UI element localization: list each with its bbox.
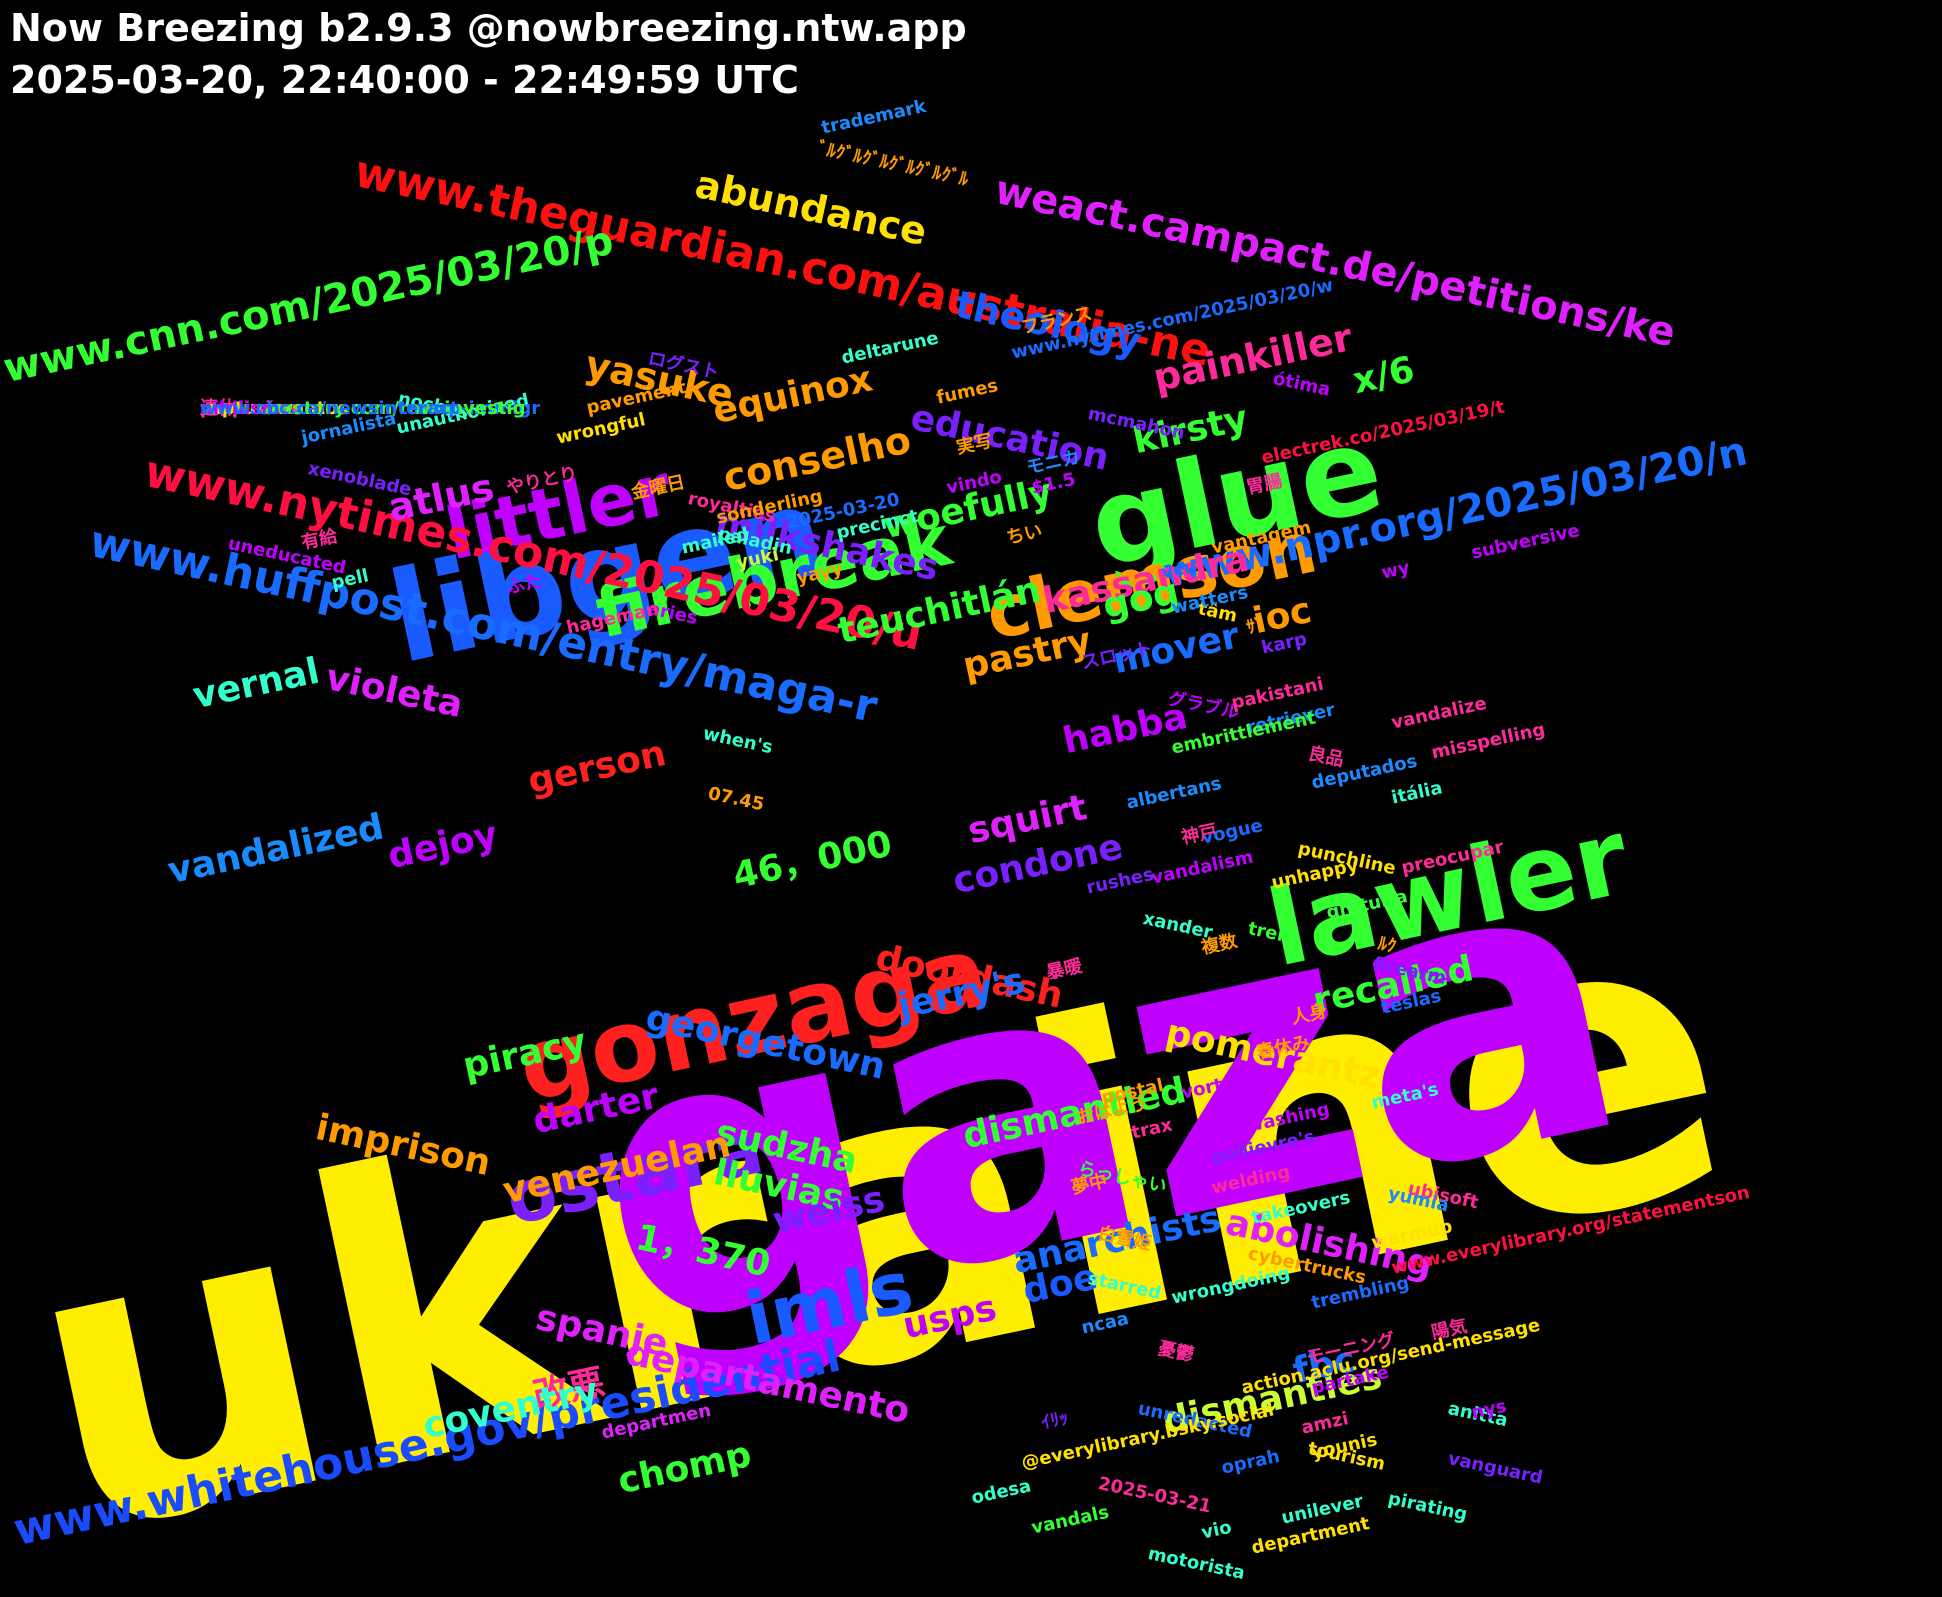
cloud-word: misspelling <box>1429 718 1548 764</box>
cloud-word: ｻﾞ <box>1244 614 1267 639</box>
cloud-word: ruptura <box>200 398 278 419</box>
cloud-word: embrittlement <box>1169 707 1318 759</box>
cloud-word: www.rawstory.com/trump-immigr <box>200 398 541 419</box>
cloud-word: ｲﾘｯ <box>1039 1407 1071 1434</box>
cloud-word: pirating <box>1386 1488 1470 1526</box>
cloud-word: when's <box>701 723 775 759</box>
cloud-word: amzi <box>1299 1408 1351 1439</box>
cloud-word: x/6 <box>1349 349 1418 403</box>
cloud-word: ótima <box>1271 368 1333 401</box>
cloud-word: gerson <box>524 733 670 803</box>
cloud-word: 07.45 <box>706 783 767 816</box>
cloud-word: equinox <box>709 358 877 433</box>
cloud-word: trademark <box>819 95 929 139</box>
cloud-word: deltarune <box>839 327 941 369</box>
cloud-word: vandals <box>1029 1501 1111 1539</box>
cloud-word: 連休 <box>200 398 236 419</box>
cloud-word: ちい <box>1004 520 1045 549</box>
cloud-word: oprah <box>1219 1445 1282 1479</box>
cloud-word: odesa <box>969 1475 1033 1509</box>
cloud-word: motorista <box>1146 1543 1247 1585</box>
cloud-word: pastry <box>959 620 1095 688</box>
cloud-word: medicamentos <box>200 398 349 419</box>
cloud-word: dejoy <box>384 814 502 878</box>
cloud-word: ﾞﾙｸﾞﾙｸﾞﾙｸﾞﾙｸﾞﾙｸﾞﾙ <box>816 138 971 191</box>
cloud-word: 2025-03-21 <box>1096 1473 1214 1518</box>
cloud-word: vanguard <box>1446 1448 1545 1489</box>
cloud-word: wrongful <box>554 409 648 449</box>
cloud-word: pequeños <box>200 398 299 419</box>
cloud-word: wy <box>1379 557 1412 584</box>
cloud-word: nihilism <box>200 398 280 419</box>
cloud-word: fumes <box>934 375 1000 409</box>
time-range: 2025-03-20, 22:40:00 - 22:49:59 UTC <box>10 58 799 102</box>
cloud-word: 46，000 <box>729 823 896 898</box>
page-title: Now Breezing b2.9.3 @nowbreezing.ntw.app <box>10 6 967 50</box>
cloud-word: vernal <box>189 650 324 718</box>
cloud-word: vandalized <box>164 806 388 893</box>
cloud-word: albertans <box>1124 772 1224 814</box>
cloud-word: www.cbc.ca/newsinteract <box>200 398 459 419</box>
cloud-word: www.rawstory.com/raw-investig <box>200 398 526 419</box>
cloud-word: vio <box>1199 1516 1234 1544</box>
cloud-word: vandalize <box>1389 692 1489 734</box>
cloud-word: www.cnn.com/2025/03/20/p <box>0 217 618 393</box>
